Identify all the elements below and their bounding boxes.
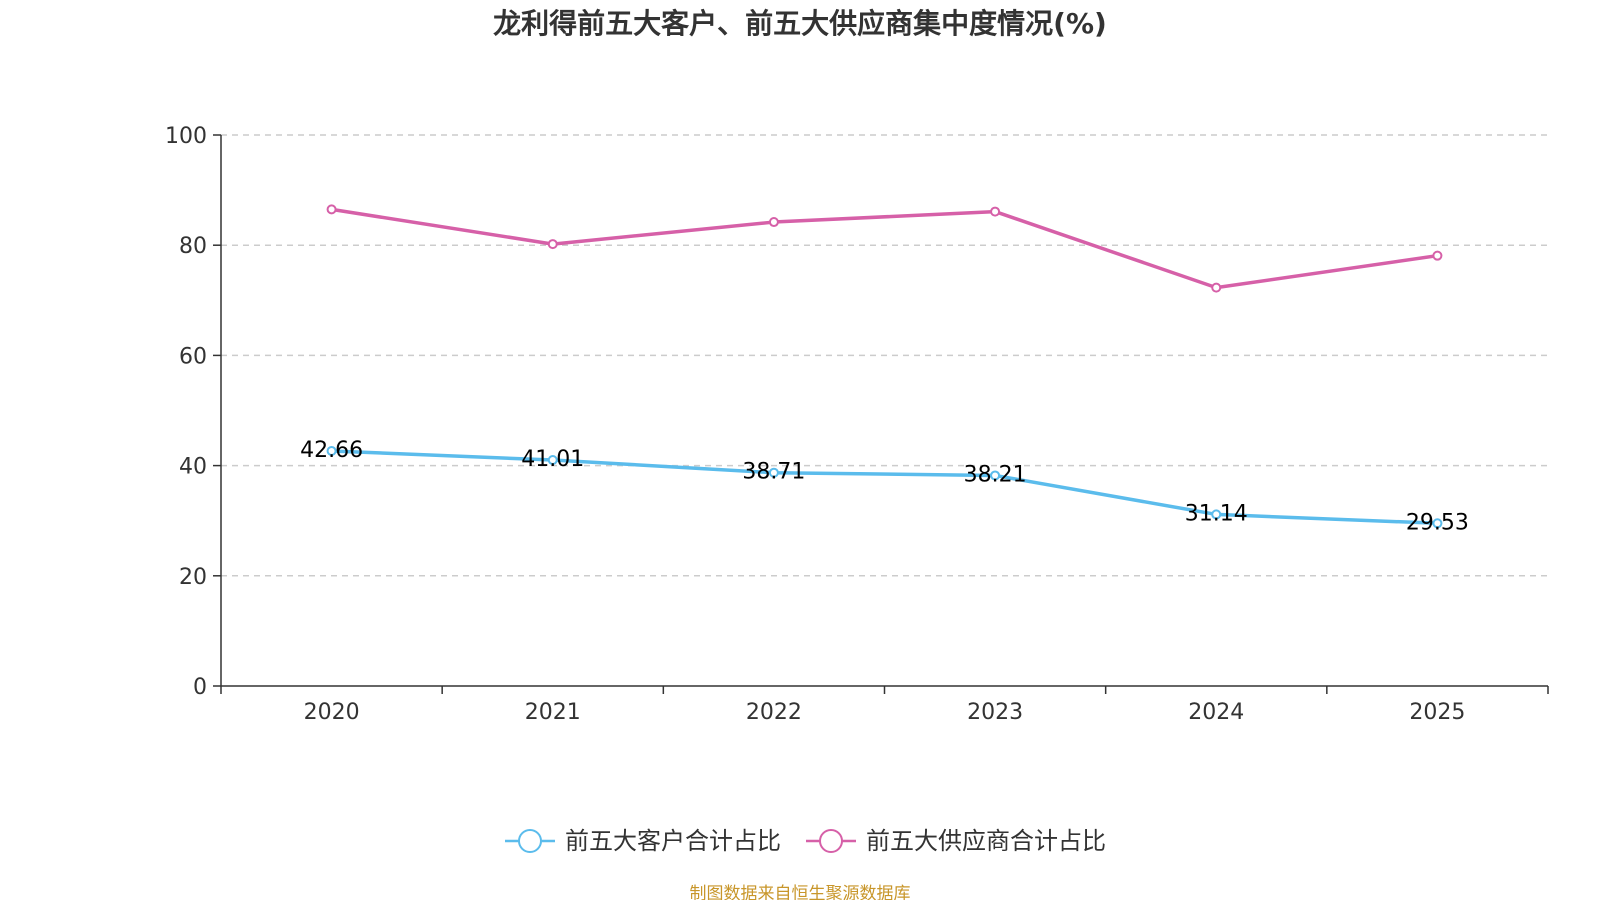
y-tick-label: 0 xyxy=(193,675,207,700)
data-point-0[interactable] xyxy=(547,455,558,466)
y-tick-label: 80 xyxy=(179,234,207,259)
data-label: 41.01 xyxy=(521,447,584,472)
data-point-1[interactable] xyxy=(547,239,558,250)
data-label: 38.71 xyxy=(742,460,805,485)
data-point-0[interactable] xyxy=(990,470,1001,481)
y-tick-label: 40 xyxy=(179,455,207,480)
legend[interactable]: 前五大客户合计占比 前五大供应商合计占比 xyxy=(505,827,1106,855)
x-tick-label: 2020 xyxy=(304,700,360,725)
data-point-1[interactable] xyxy=(1432,250,1443,261)
grid-lines xyxy=(221,134,1548,577)
series-line-1 xyxy=(331,207,1438,290)
data-point-1[interactable] xyxy=(326,204,337,215)
legend-marker-customers-icon xyxy=(518,829,542,853)
legend-item-customers[interactable]: 前五大客户合计占比 xyxy=(505,827,781,855)
data-label: 38.21 xyxy=(964,462,1027,487)
data-point-1[interactable] xyxy=(768,217,779,228)
data-point-0[interactable] xyxy=(1211,509,1222,520)
x-tick-label: 2023 xyxy=(967,700,1023,725)
data-point-1[interactable] xyxy=(1211,282,1222,293)
x-tick-label: 2021 xyxy=(525,700,581,725)
data-label: 31.14 xyxy=(1185,501,1248,526)
data-point-0[interactable] xyxy=(326,445,337,456)
legend-label-suppliers: 前五大供应商合计占比 xyxy=(866,827,1106,855)
y-axis: 0 20 40 60 80 100 xyxy=(165,124,222,700)
y-tick-label: 60 xyxy=(179,344,207,369)
x-axis: 2020 2021 2022 2023 2024 2025 xyxy=(220,685,1549,725)
data-point-1[interactable] xyxy=(990,206,1001,217)
data-point-0[interactable] xyxy=(768,467,779,478)
data-labels: 42.66 41.01 38.71 38.21 31.14 29.53 xyxy=(300,438,1469,535)
legend-marker-suppliers-icon xyxy=(819,829,843,853)
legend-label-customers: 前五大客户合计占比 xyxy=(565,827,781,855)
y-tick-label: 100 xyxy=(165,124,207,149)
data-label: 42.66 xyxy=(300,438,363,463)
x-tick-label: 2025 xyxy=(1409,700,1465,725)
x-tick-label: 2024 xyxy=(1188,700,1244,725)
legend-item-suppliers[interactable]: 前五大供应商合计占比 xyxy=(806,827,1106,855)
data-source-note: 制图数据来自恒生聚源数据库 xyxy=(690,884,911,900)
data-label: 29.53 xyxy=(1406,510,1469,535)
series-line-0 xyxy=(331,449,1438,526)
data-point-0[interactable] xyxy=(1432,518,1443,529)
chart-title: 龙利得前五大客户、前五大供应商集中度情况(%) xyxy=(493,7,1107,40)
y-tick-label: 20 xyxy=(179,565,207,590)
series-group xyxy=(326,204,1443,529)
x-tick-label: 2022 xyxy=(746,700,802,725)
